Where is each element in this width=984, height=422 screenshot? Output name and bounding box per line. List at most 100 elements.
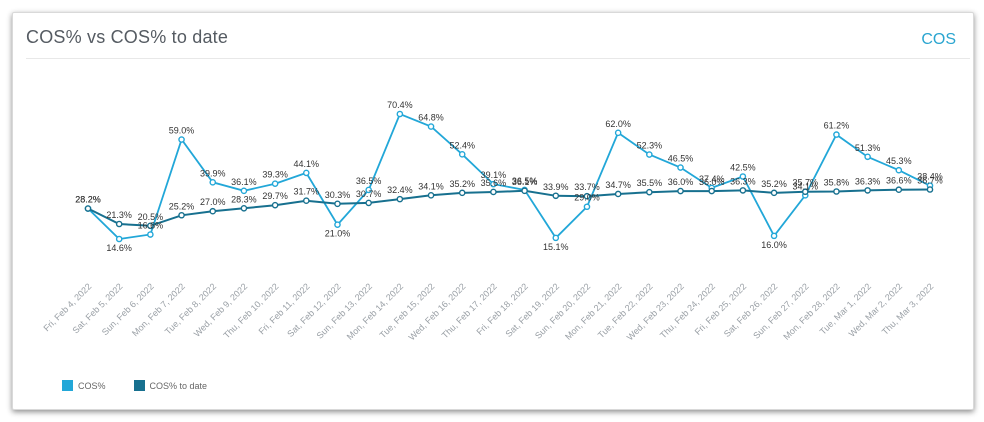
point-cos[interactable] xyxy=(552,234,560,242)
data-label-cos-to-date: 31.7% xyxy=(294,187,320,197)
point-cos[interactable] xyxy=(833,131,840,138)
data-label-cos-to-date: 36.3% xyxy=(855,176,881,186)
header-divider xyxy=(26,58,970,59)
point-cos[interactable] xyxy=(271,180,279,187)
point-cos-to-date[interactable] xyxy=(458,189,466,197)
point-cos-to-date[interactable] xyxy=(240,205,248,212)
data-label-cos: 15.1% xyxy=(543,242,569,252)
point-cos[interactable] xyxy=(334,221,341,228)
point-cos-to-date[interactable] xyxy=(552,192,560,200)
x-tick-label: Mon, Feb 7, 2022 xyxy=(130,281,187,338)
point-cos[interactable] xyxy=(365,186,372,194)
point-cos-to-date[interactable] xyxy=(895,186,903,194)
point-cos-to-date[interactable] xyxy=(365,199,372,207)
point-cos-to-date[interactable] xyxy=(770,189,778,197)
data-label-cos: 64.8% xyxy=(418,113,444,123)
x-tick-label: Mon, Feb 14, 2022 xyxy=(345,281,406,342)
point-cos-to-date[interactable] xyxy=(147,222,154,230)
data-label-cos-to-date: 30.7% xyxy=(356,189,382,199)
point-cos-to-date[interactable] xyxy=(302,197,310,204)
x-tick-label: Tue, Feb 22, 2022 xyxy=(596,281,655,340)
point-cos-to-date[interactable] xyxy=(864,187,871,194)
point-cos-to-date[interactable] xyxy=(209,207,217,215)
series-line-cos-to-date xyxy=(87,188,931,227)
legend: COS% COS% to date xyxy=(62,380,207,391)
point-cos[interactable] xyxy=(178,136,185,143)
point-cos-to-date[interactable] xyxy=(396,195,404,203)
point-cos-to-date[interactable] xyxy=(115,220,123,228)
data-label-cos: 42.5% xyxy=(730,163,756,173)
x-tick-label: Sun, Feb 27, 2022 xyxy=(751,281,810,340)
point-cos-to-date[interactable] xyxy=(801,188,809,196)
data-label-cos-to-date: 28.2% xyxy=(75,195,101,205)
point-cos-to-date[interactable] xyxy=(583,192,591,200)
data-label-cos-to-date: 36.7% xyxy=(917,175,943,185)
data-label-cos-to-date: 29.7% xyxy=(262,191,288,201)
point-cos-to-date[interactable] xyxy=(708,187,716,195)
point-cos[interactable] xyxy=(677,164,684,171)
point-cos-to-date[interactable] xyxy=(271,201,279,209)
data-label-cos-to-date: 32.4% xyxy=(387,185,413,195)
point-cos[interactable] xyxy=(864,153,871,161)
data-labels: 28.2% 14.6% 16.6% 59.0% 39.9% 36.1% 39.3% 44.1%… xyxy=(75,100,943,253)
data-label-cos-to-date: 33.9% xyxy=(543,182,569,192)
legend-item-cos-to-date[interactable]: COS% to date xyxy=(133,380,208,391)
data-label-cos: 70.4% xyxy=(387,100,413,110)
data-label-cos-to-date: 35.2% xyxy=(761,179,787,189)
x-tick-label: Mon, Feb 21, 2022 xyxy=(563,281,624,342)
data-label-cos-to-date: 34.1% xyxy=(418,181,444,191)
point-cos[interactable] xyxy=(147,231,154,238)
legend-item-cos[interactable]: COS% xyxy=(62,380,106,391)
point-cos-to-date[interactable] xyxy=(677,187,684,195)
chart-title: COS% vs COS% to date xyxy=(26,27,229,47)
point-cos-to-date[interactable] xyxy=(646,188,653,196)
data-label-cos-to-date: 30.3% xyxy=(325,190,351,200)
point-cos[interactable] xyxy=(646,151,653,158)
data-label-cos-to-date: 36.6% xyxy=(886,176,912,186)
point-cos[interactable] xyxy=(458,151,466,158)
point-cos[interactable] xyxy=(490,180,497,188)
series-points xyxy=(84,110,934,243)
point-cos[interactable] xyxy=(115,235,123,243)
data-label-cos-to-date: 36.3% xyxy=(730,176,756,186)
x-tick-label: Wed, Feb 16, 2022 xyxy=(407,281,468,342)
data-label-cos: 38.4% xyxy=(917,172,943,182)
point-cos-to-date[interactable] xyxy=(334,200,341,208)
point-cos-to-date[interactable] xyxy=(833,188,840,195)
point-cos-to-date[interactable] xyxy=(84,205,92,212)
cos-link[interactable]: COS xyxy=(921,31,956,48)
point-cos[interactable] xyxy=(396,110,404,118)
data-label-cos-to-date: 35.5% xyxy=(637,178,663,188)
data-label-cos-to-date: 34.7% xyxy=(605,180,631,190)
data-label-cos: 29.0% xyxy=(574,193,600,203)
point-cos-to-date[interactable] xyxy=(490,188,497,196)
data-label-cos: 37.4% xyxy=(699,174,725,184)
point-cos-to-date[interactable] xyxy=(739,187,747,194)
point-cos-to-date[interactable] xyxy=(178,211,185,219)
data-label-cos-to-date: 35.7% xyxy=(792,178,818,188)
point-cos-to-date[interactable] xyxy=(926,186,934,193)
data-label-cos-to-date: 35.6% xyxy=(481,178,507,188)
point-cos[interactable] xyxy=(240,187,248,195)
x-tick-label: Tue, Feb 15, 2022 xyxy=(378,281,437,340)
legend-label-cos-to-date: COS% to date xyxy=(149,380,208,391)
data-label-cos: 62.0% xyxy=(605,119,631,129)
data-label-cos: 52.4% xyxy=(449,140,475,150)
point-cos-to-date[interactable] xyxy=(521,187,528,195)
point-cos[interactable] xyxy=(302,169,310,177)
data-label-cos-to-date: 28.3% xyxy=(231,194,257,204)
data-label-cos: 14.6% xyxy=(106,243,132,253)
point-cos[interactable] xyxy=(427,123,435,130)
data-label-cos: 39.9% xyxy=(200,168,226,178)
point-cos[interactable] xyxy=(614,129,622,137)
data-label-cos: 45.3% xyxy=(886,156,912,166)
point-cos[interactable] xyxy=(209,179,217,186)
legend-swatch-cos-to-date xyxy=(133,380,145,391)
data-label-cos: 36.5% xyxy=(512,176,538,186)
point-cos[interactable] xyxy=(770,232,778,240)
point-cos-to-date[interactable] xyxy=(427,192,435,199)
point-cos[interactable] xyxy=(739,173,747,180)
point-cos[interactable] xyxy=(583,203,591,211)
point-cos[interactable] xyxy=(895,166,903,174)
point-cos-to-date[interactable] xyxy=(614,190,622,198)
